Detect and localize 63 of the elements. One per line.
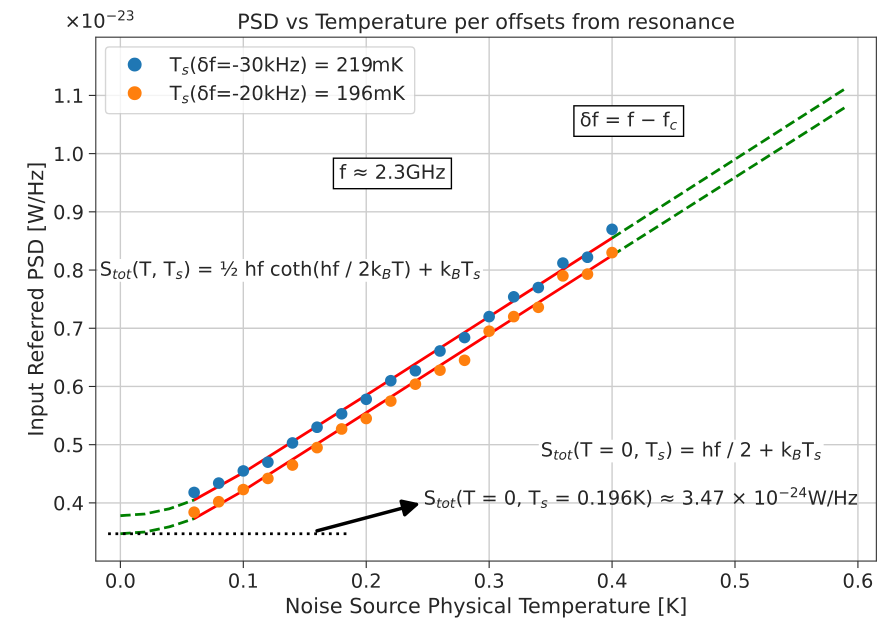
point: [286, 459, 298, 471]
point: [360, 393, 372, 406]
point: [508, 310, 520, 322]
point: [483, 310, 495, 322]
point: [483, 325, 495, 337]
x-tick-label: 0.1: [229, 573, 257, 588]
point: [458, 354, 470, 366]
y-axis-title: Input Referred PSD [W/Hz]: [27, 163, 48, 435]
point: [606, 246, 618, 258]
y-tick-label: 0.5: [54, 438, 82, 452]
point: [360, 412, 372, 424]
point: [434, 345, 446, 357]
x-tick-label: 0.5: [720, 573, 749, 588]
x-tick-label: 0.3: [474, 573, 504, 588]
y-tick-label: 1.1: [55, 88, 82, 103]
point: [262, 472, 274, 484]
point: [532, 301, 544, 314]
point: [212, 477, 225, 489]
point: [582, 268, 594, 280]
point: [237, 465, 250, 477]
point: [458, 332, 470, 344]
point: [212, 496, 225, 508]
point: [262, 456, 274, 468]
point: [311, 421, 323, 434]
point: [286, 437, 298, 449]
point: [188, 486, 200, 498]
point: [410, 364, 422, 377]
y-tick-label: 0.9: [54, 204, 83, 220]
text: S$_{tot}$(T, T$_{s}$) = ½ hf coth(hf / 2k$_{B}$T) + k$_{B}$T$_{s}$: [100, 260, 480, 280]
point: [311, 442, 323, 454]
annotation: f ≈ 2.3GHz: [340, 164, 445, 180]
annotation: S$_{tot}$(T = 0, T$_{s}$) = hf / 2 + k$_{B}$T$_{s}$: [542, 442, 821, 460]
point: [385, 395, 397, 407]
chart-title: PSD vs Temperature per offsets from resonance: [239, 13, 734, 34]
y-tick-label: 0.6: [54, 379, 83, 394]
x-tick-label: 0.4: [598, 573, 626, 588]
legend-label: T$_{s}$(δf=-20kHz) = 196mK: [170, 85, 406, 104]
annotation: δf = f − f$_{c}$: [580, 112, 677, 130]
point: [237, 484, 250, 496]
point: [188, 506, 200, 518]
point: [385, 374, 397, 386]
y-tick-label: 1.0: [55, 146, 83, 162]
x-axis-title: Noise Source Physical Temperature [K]: [286, 597, 686, 618]
text: ×10$^{−23}$: [67, 10, 134, 28]
x-tick-label: 0.6: [844, 573, 872, 588]
point: [410, 378, 422, 390]
legend-label: T$_{s}$(δf=-30kHz) = 219mK: [170, 56, 404, 75]
y-tick-label: 0.7: [54, 321, 82, 336]
point: [434, 364, 446, 376]
x-tick-label: 0.2: [352, 573, 380, 588]
point: [508, 291, 520, 303]
point: [582, 251, 594, 264]
y-tick-label: 0.8: [54, 263, 83, 278]
point: [557, 270, 569, 282]
x-tick-label: 0.0: [106, 573, 135, 588]
point: [532, 282, 544, 294]
annotation: S$_{tot}$(T = 0, T$_{s}$ = 0.196K) ≈ 3.47 × 10$^{−24}$W/Hz: [424, 487, 858, 508]
line-series: [118, 498, 196, 518]
y-tick-label: 0.4: [54, 496, 83, 511]
point: [606, 223, 618, 236]
point: [336, 408, 348, 420]
point: [557, 257, 569, 269]
point: [336, 423, 348, 435]
